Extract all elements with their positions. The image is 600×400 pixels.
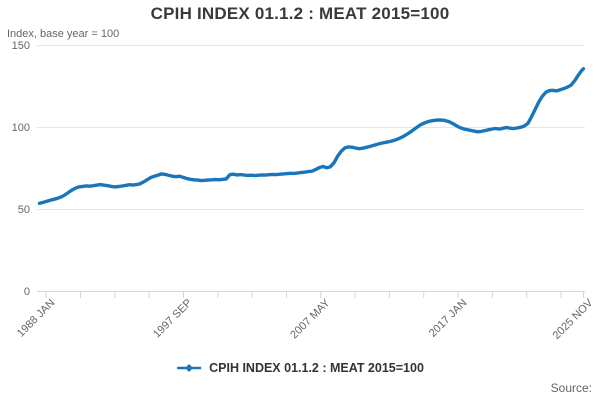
- y-axis-units-label: Index, base year = 100: [7, 28, 120, 40]
- y-axis-tick-label: 0: [23, 285, 30, 298]
- y-axis-tick-label: 150: [11, 39, 30, 52]
- legend-label: CPIH INDEX 01.1.2 : MEAT 2015=100: [209, 361, 424, 375]
- chart-title: CPIH INDEX 01.1.2 : MEAT 2015=100: [150, 4, 450, 23]
- series-line-cpih-meat[interactable]: [37, 67, 586, 206]
- y-axis-tick-label: 100: [11, 121, 30, 134]
- source-label: Source:: [550, 381, 592, 395]
- y-axis-tick-label: 50: [17, 203, 30, 216]
- line-series-legend-icon: [177, 364, 202, 372]
- legend-item-cpih-meat[interactable]: CPIH INDEX 01.1.2 : MEAT 2015=100: [176, 361, 424, 375]
- x-axis-ticks: [45, 291, 584, 298]
